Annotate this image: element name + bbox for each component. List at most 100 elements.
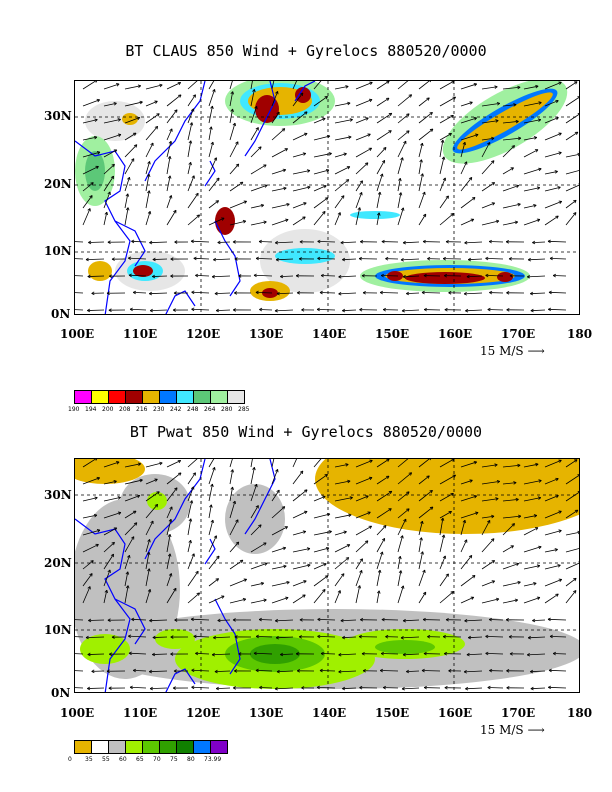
wind-arrow [439, 534, 445, 553]
wind-arrow-head [556, 117, 559, 121]
wind-arrow [487, 309, 504, 311]
wind-arrow-head [443, 275, 447, 278]
wind-arrow [229, 163, 240, 175]
wind-arrow-head [403, 140, 407, 144]
wind-arrow-head [422, 569, 426, 573]
wind-arrow [418, 459, 430, 468]
wind-arrow-head [535, 85, 539, 89]
wind-arrow [229, 578, 247, 587]
wind-arrow-head [509, 274, 513, 277]
wind-arrow-head [221, 217, 225, 221]
wind-arrow-head [159, 83, 163, 86]
panel2-map-svg [75, 459, 579, 692]
wind-arrow [523, 168, 542, 175]
wind-arrow-head [378, 212, 381, 216]
wind-arrow-head [303, 216, 306, 220]
wind-arrow-head [359, 207, 361, 211]
wind-arrow-head [361, 653, 365, 656]
wind-arrow [187, 140, 192, 158]
wind-arrow [460, 134, 479, 141]
wind-arrow-head [281, 128, 285, 130]
wind-arrow-head [431, 128, 434, 132]
wind-arrow-head [401, 688, 405, 691]
wind-arrow-head [299, 241, 303, 244]
wind-arrow-head [422, 591, 426, 594]
wind-arrow [103, 461, 120, 468]
wind-arrow-head [485, 258, 489, 261]
wind-arrow-head [326, 169, 330, 173]
wind-arrow [259, 241, 273, 243]
wind-arrow-head [97, 99, 100, 103]
wind-arrow-head [198, 214, 200, 218]
wind-arrow-head [377, 191, 381, 195]
wind-arrow-head [535, 527, 539, 531]
wind-arrow-head [406, 508, 410, 510]
wind-arrow [229, 559, 244, 570]
wind-arrow [460, 512, 479, 519]
wind-arrow-head [87, 688, 91, 691]
wind-arrow-head [380, 551, 383, 555]
wind-arrow-head [349, 496, 353, 498]
wind-arrow-head [452, 591, 454, 595]
wind-arrow-head [91, 182, 94, 186]
wind-arrow [208, 81, 215, 90]
wind-arrow [152, 653, 168, 655]
wind-arrow [439, 81, 455, 90]
wind-arrow-head [87, 274, 91, 277]
wind-arrow [128, 257, 147, 260]
wind-arrow-head [489, 290, 493, 293]
wind-arrow [439, 492, 454, 502]
wind-arrow-head [513, 103, 517, 106]
wind-arrow [187, 192, 199, 209]
wind-arrow-head [517, 85, 521, 88]
wind-arrow-head [534, 137, 538, 140]
wind-arrow-head [421, 670, 425, 673]
wind-arrow [145, 539, 151, 553]
wind-arrow-head [150, 520, 154, 524]
wind-arrow [124, 158, 135, 175]
wind-arrow-head [345, 85, 349, 87]
wind-arrow-head [254, 89, 256, 93]
wind-arrow-head [286, 581, 290, 585]
wind-arrow-head [149, 161, 151, 165]
wind-arrow-head [537, 496, 541, 499]
wind-arrow-head [347, 166, 351, 170]
panel2-lat-20n: 20N [44, 556, 72, 570]
wind-arrow-head [232, 486, 234, 490]
wind-arrow [544, 132, 562, 141]
wind-arrow-head [192, 472, 196, 475]
wind-arrow-head [538, 168, 542, 172]
wind-arrow-head [264, 164, 267, 168]
wind-arrow [544, 530, 562, 536]
wind-arrow-head [384, 525, 387, 529]
wind-arrow-head [148, 551, 151, 556]
wind-arrow-head [464, 242, 468, 245]
wind-arrow [292, 531, 306, 536]
wind-arrow-head [317, 256, 321, 259]
wind-arrow-head [104, 211, 108, 215]
wind-arrow [376, 112, 393, 124]
wind-arrow [403, 653, 420, 656]
wind-arrow-head [516, 185, 520, 188]
wind-arrow [187, 108, 194, 124]
wind-arrow [544, 215, 559, 226]
wind-arrow-head [538, 101, 542, 103]
wind-arrow-head [506, 291, 510, 294]
wind-arrow-head [511, 545, 514, 549]
wind-arrow-head [441, 156, 445, 160]
wind-arrow-head [169, 534, 172, 538]
wind-arrow-head [234, 635, 238, 638]
wind-arrow [550, 257, 567, 260]
wind-arrow [208, 200, 219, 209]
wind-arrow-head [95, 81, 98, 83]
wind-arrow-head [276, 291, 280, 295]
wind-arrow-head [216, 177, 220, 180]
wind-arrow-head [511, 145, 515, 147]
panel1-legend-swatch [142, 390, 160, 404]
wind-arrow-head [423, 275, 427, 278]
wind-arrow-head [259, 685, 263, 688]
wind-arrow-head [515, 221, 519, 225]
wind-arrow-head [342, 686, 346, 690]
wind-arrow-head [275, 618, 278, 622]
wind-arrow-head [117, 118, 121, 120]
